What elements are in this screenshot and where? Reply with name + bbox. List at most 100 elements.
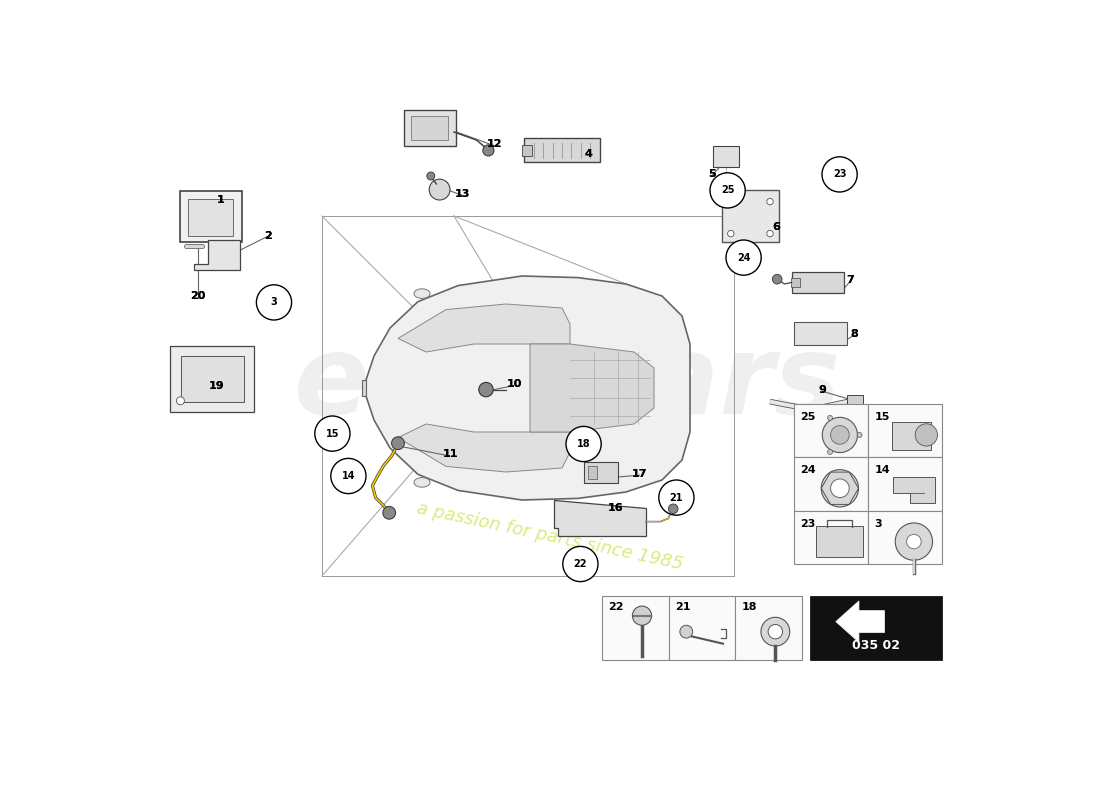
Text: 17: 17 [631, 469, 647, 478]
Polygon shape [530, 344, 654, 432]
Circle shape [761, 618, 790, 646]
Circle shape [768, 625, 782, 639]
Text: 13: 13 [454, 189, 470, 198]
Text: eurocars: eurocars [294, 330, 842, 438]
Text: 23: 23 [801, 518, 816, 529]
Text: 21: 21 [670, 493, 683, 502]
Text: 20: 20 [190, 291, 206, 301]
Circle shape [680, 626, 693, 638]
Text: 12: 12 [486, 139, 502, 149]
Polygon shape [362, 380, 366, 396]
Polygon shape [194, 240, 240, 270]
Text: 1: 1 [217, 195, 224, 205]
Text: 5: 5 [707, 170, 715, 179]
Text: 10: 10 [506, 379, 521, 389]
Text: 7: 7 [846, 275, 854, 285]
Circle shape [830, 426, 849, 444]
Bar [735, 596, 802, 660]
Circle shape [772, 274, 782, 284]
Bar [794, 458, 868, 510]
Circle shape [331, 458, 366, 494]
Bar [810, 596, 942, 660]
Text: 4: 4 [584, 149, 592, 158]
Text: 19: 19 [209, 381, 224, 390]
Circle shape [767, 198, 773, 205]
Text: 2: 2 [264, 231, 273, 241]
Circle shape [726, 240, 761, 275]
Text: 24: 24 [801, 466, 816, 475]
Text: 24: 24 [737, 253, 750, 262]
Circle shape [483, 145, 494, 156]
Text: 8: 8 [850, 329, 858, 338]
FancyBboxPatch shape [587, 466, 597, 479]
Text: 13: 13 [454, 189, 470, 198]
FancyBboxPatch shape [182, 356, 243, 402]
Bar [669, 596, 735, 660]
Ellipse shape [414, 289, 430, 298]
FancyBboxPatch shape [404, 110, 456, 146]
Text: 23: 23 [833, 170, 846, 179]
Text: 15: 15 [326, 429, 339, 438]
FancyBboxPatch shape [847, 395, 862, 409]
FancyBboxPatch shape [524, 138, 601, 162]
Circle shape [827, 450, 833, 454]
Circle shape [563, 546, 598, 582]
Circle shape [566, 426, 602, 462]
Text: 11: 11 [442, 450, 458, 459]
Text: 20: 20 [190, 291, 206, 301]
Bar [602, 596, 669, 660]
Circle shape [315, 416, 350, 451]
Polygon shape [893, 477, 935, 503]
Text: 25: 25 [801, 412, 816, 422]
Circle shape [830, 479, 849, 498]
FancyBboxPatch shape [179, 191, 242, 242]
Circle shape [478, 382, 493, 397]
Text: 5: 5 [707, 170, 715, 179]
Text: 14: 14 [874, 466, 890, 475]
Circle shape [727, 230, 734, 237]
Circle shape [429, 179, 450, 200]
Text: 16: 16 [608, 503, 624, 513]
Text: 9: 9 [818, 385, 826, 394]
Text: 25: 25 [720, 186, 735, 195]
Circle shape [767, 230, 773, 237]
Circle shape [632, 606, 651, 626]
Text: 17: 17 [631, 469, 647, 478]
Circle shape [659, 480, 694, 515]
Text: 035 02: 035 02 [852, 639, 900, 653]
FancyBboxPatch shape [522, 145, 531, 156]
Circle shape [176, 397, 185, 405]
Text: 16: 16 [608, 503, 624, 513]
Circle shape [710, 173, 745, 208]
Circle shape [822, 157, 857, 192]
Text: 8: 8 [850, 329, 858, 338]
Text: 6: 6 [772, 222, 780, 232]
Text: 12: 12 [486, 139, 502, 149]
Circle shape [895, 523, 933, 560]
Bar [868, 404, 942, 458]
Text: 9: 9 [818, 385, 826, 394]
Text: 1: 1 [217, 195, 224, 205]
Circle shape [915, 424, 937, 446]
FancyBboxPatch shape [791, 278, 801, 287]
Polygon shape [554, 500, 646, 536]
Text: 22: 22 [608, 602, 624, 613]
FancyBboxPatch shape [892, 422, 932, 450]
Text: 19: 19 [209, 381, 224, 390]
Circle shape [822, 470, 858, 507]
Text: 4: 4 [584, 149, 592, 158]
Polygon shape [398, 424, 570, 472]
Text: 18: 18 [741, 602, 757, 613]
Text: 18: 18 [576, 439, 591, 449]
FancyBboxPatch shape [792, 272, 844, 293]
Text: 2: 2 [264, 231, 273, 241]
Text: 3: 3 [271, 298, 277, 307]
Text: a passion for parts since 1985: a passion for parts since 1985 [415, 499, 685, 573]
Circle shape [827, 415, 833, 420]
FancyBboxPatch shape [584, 462, 618, 483]
Circle shape [669, 504, 678, 514]
FancyBboxPatch shape [816, 526, 864, 557]
Text: 15: 15 [874, 412, 890, 422]
Polygon shape [366, 276, 690, 500]
Polygon shape [398, 304, 570, 352]
